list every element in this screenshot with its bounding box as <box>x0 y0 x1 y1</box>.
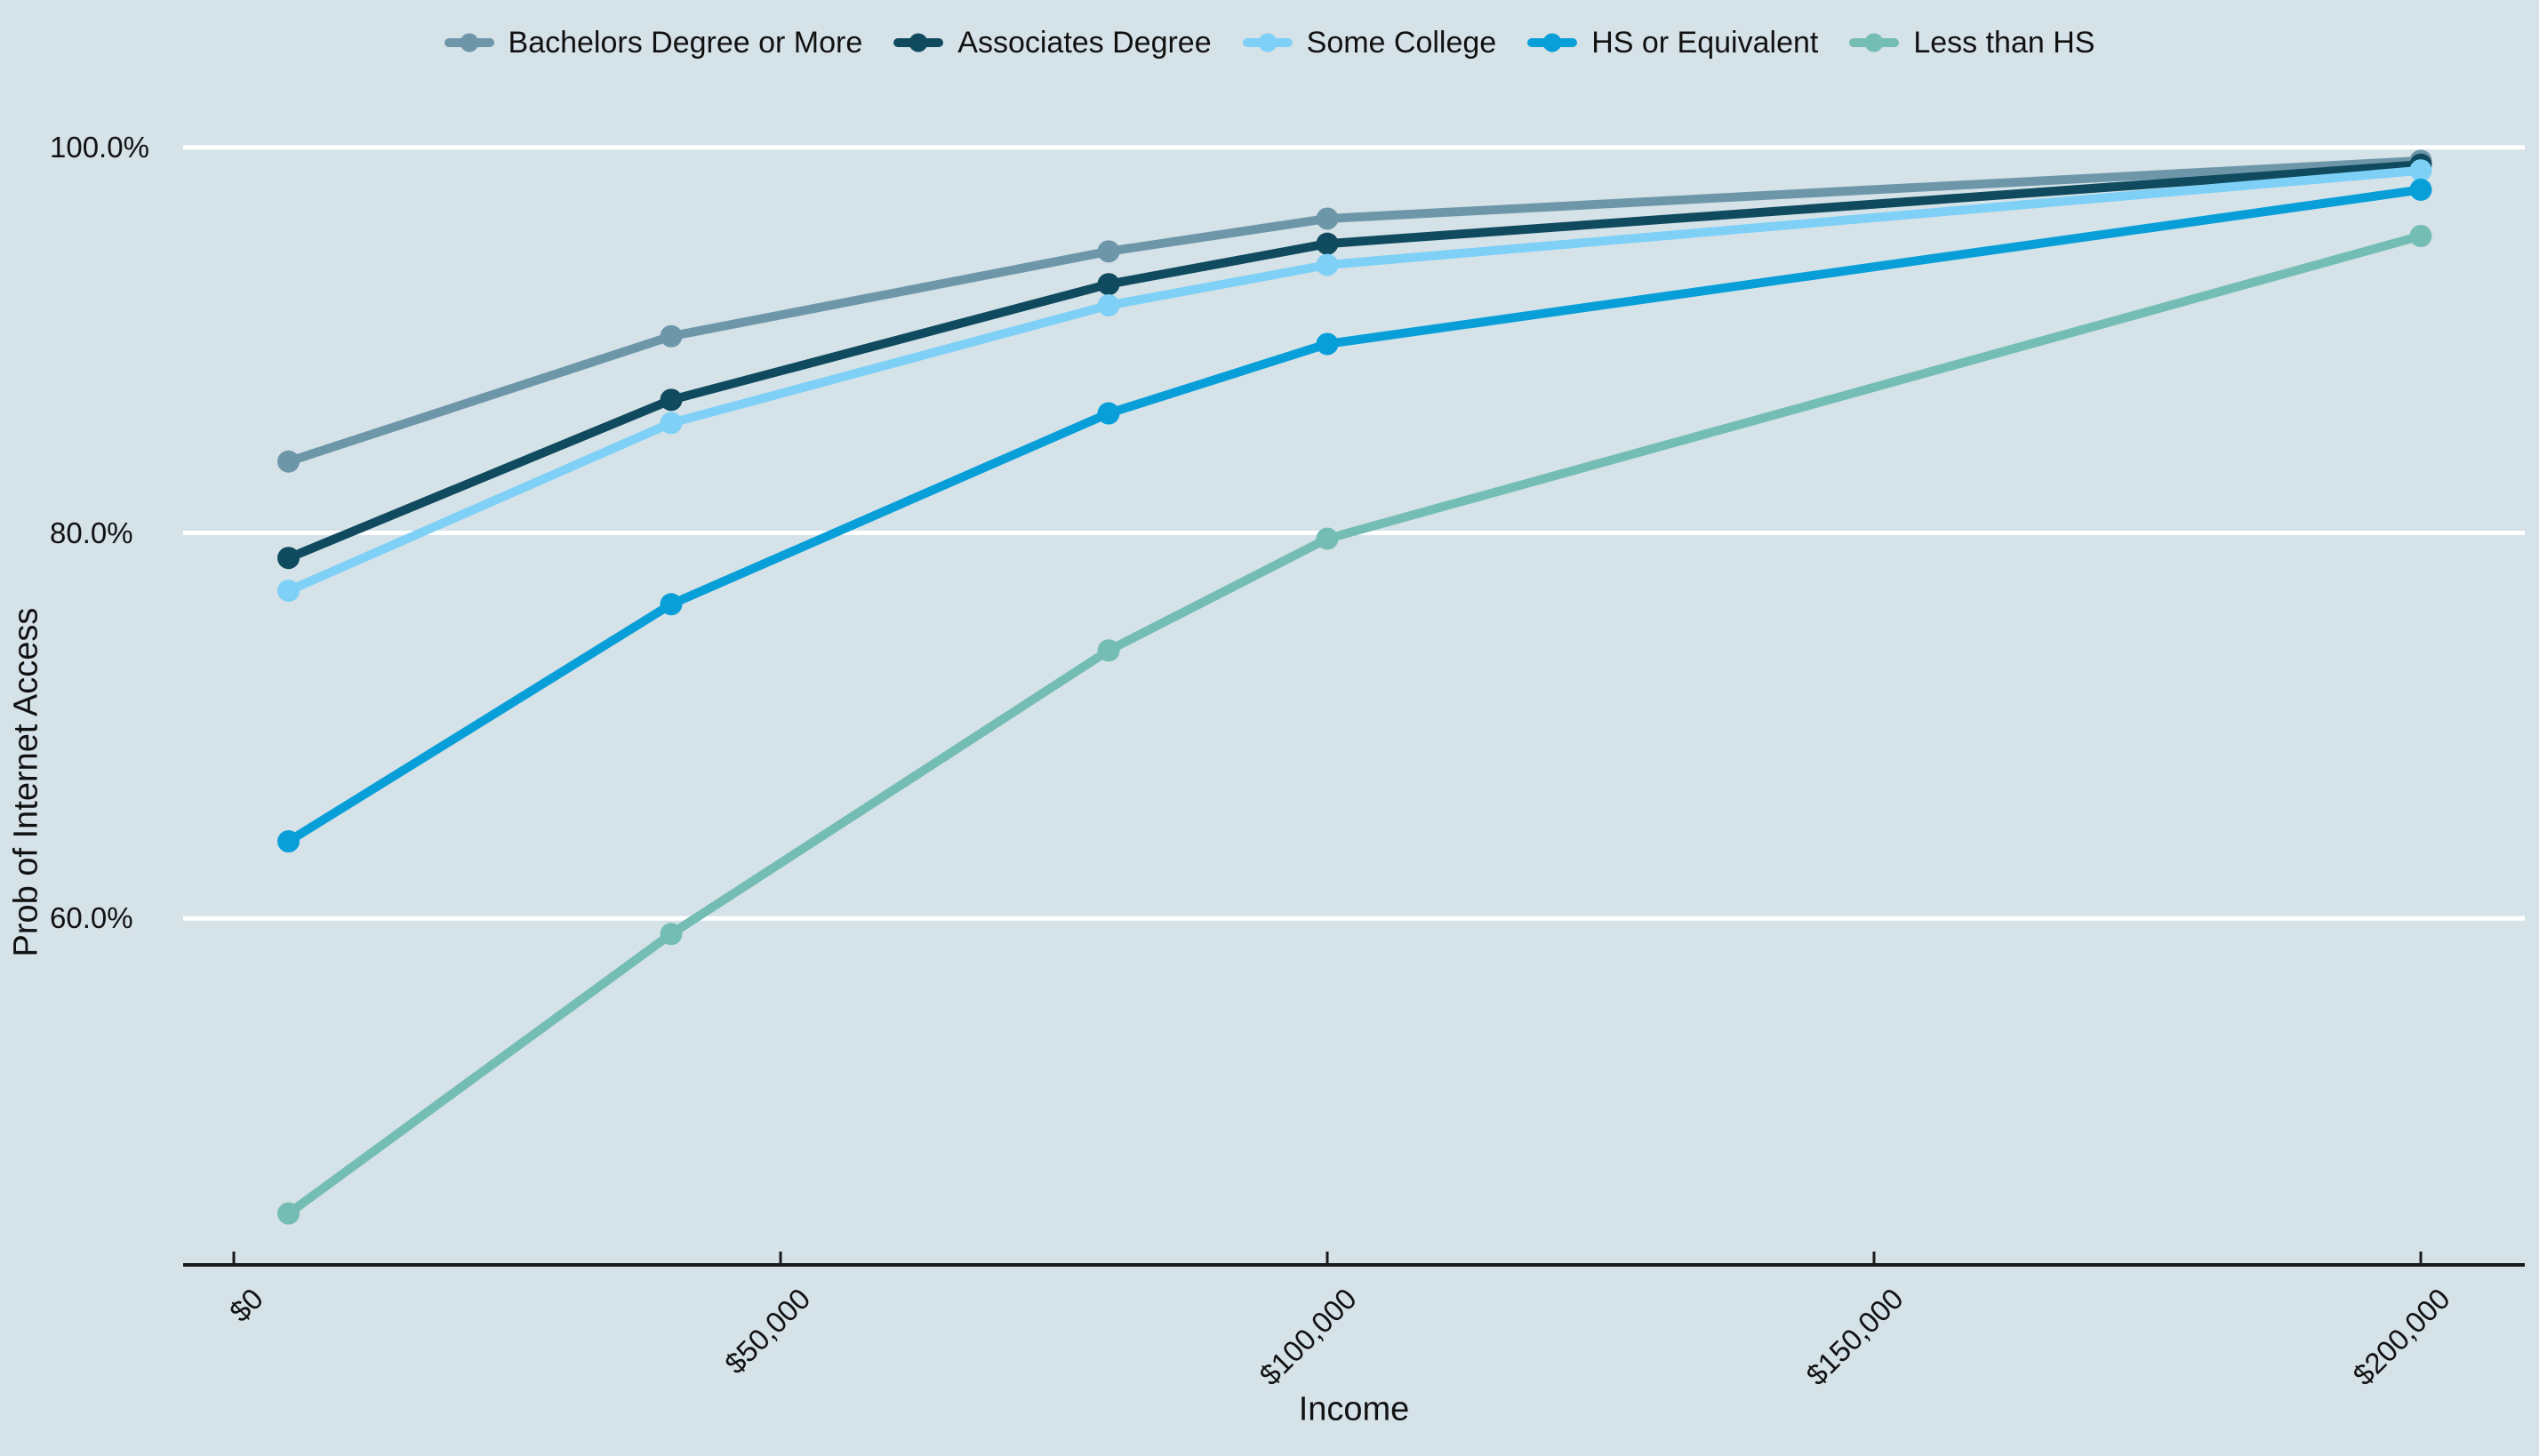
legend-marker-icon <box>1242 33 1293 52</box>
legend-item: Less than HS <box>1849 26 2094 60</box>
legend-marker-dot-icon <box>460 33 479 52</box>
data-point <box>1316 232 1339 255</box>
data-point <box>277 547 300 570</box>
legend-label: HS or Equivalent <box>1591 25 1819 60</box>
legend-label: Less than HS <box>1913 25 2095 60</box>
legend-marker-dot-icon <box>1542 33 1562 52</box>
legend-marker-icon <box>444 33 494 52</box>
data-point <box>660 324 683 348</box>
legend-label: Associates Degree <box>957 25 1212 60</box>
y-tick-label: 80.0% <box>50 516 133 549</box>
legend-marker-icon <box>1849 33 1900 52</box>
data-point <box>1097 402 1120 425</box>
series-line-4 <box>284 231 2425 1219</box>
data-point <box>660 412 683 435</box>
data-point <box>2409 159 2432 182</box>
data-point <box>2409 224 2432 247</box>
legend-marker-dot-icon <box>1864 33 1884 52</box>
legend-marker-dot-icon <box>909 33 928 52</box>
data-point <box>1097 639 1120 662</box>
data-point <box>1316 527 1339 550</box>
data-point <box>2409 178 2432 201</box>
data-point <box>660 388 683 412</box>
y-axis-title: Prob of Internet Access <box>7 607 45 957</box>
data-point <box>1316 207 1339 230</box>
series-line-0 <box>284 156 2425 467</box>
legend: Bachelors Degree or More Associates Degre… <box>0 20 2539 66</box>
legend-label: Bachelors Degree or More <box>508 25 863 60</box>
data-point <box>660 593 683 616</box>
data-point <box>1097 273 1120 296</box>
series-line-3 <box>284 185 2425 846</box>
data-point <box>277 580 300 603</box>
legend-marker-icon <box>893 33 944 52</box>
data-point <box>1097 240 1120 263</box>
data-point <box>277 450 300 473</box>
data-point <box>1097 294 1120 317</box>
y-tick-label: 100.0% <box>50 130 149 164</box>
data-point <box>277 830 300 853</box>
legend-item: Bachelors Degree or More <box>444 25 863 60</box>
data-point <box>1316 332 1339 356</box>
data-point <box>660 923 683 946</box>
x-axis-title: Income <box>1298 1390 1410 1428</box>
data-point <box>1316 253 1339 276</box>
legend-label: Some College <box>1306 25 1497 60</box>
legend-item: HS or Equivalent <box>1527 26 1818 60</box>
legend-marker-dot-icon <box>1258 33 1278 52</box>
legend-marker-icon <box>1527 33 1578 52</box>
y-tick-label: 60.0% <box>50 901 133 935</box>
legend-item: Some College <box>1242 25 1497 60</box>
data-point <box>277 1202 300 1225</box>
legend-item: Associates Degree <box>893 25 1212 60</box>
